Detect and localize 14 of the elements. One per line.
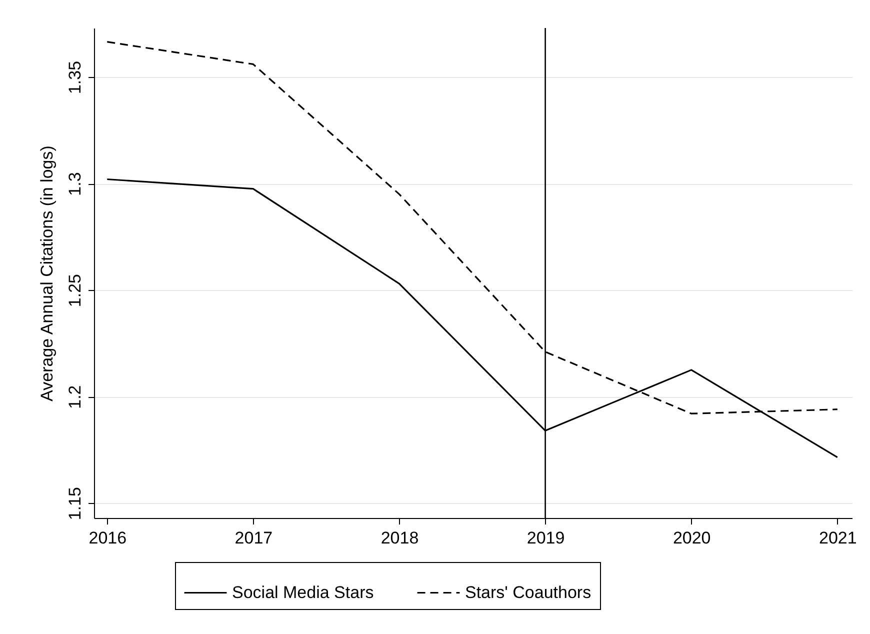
x-tick-label: 2021 [818, 528, 857, 548]
x-tick-label: 2018 [380, 528, 419, 548]
x-tick-label: 2016 [88, 528, 127, 548]
y-tick-label: 1.25 [66, 274, 84, 308]
y-tick-label: 1.2 [66, 385, 84, 409]
y-axis-title: Average Annual Citations (in logs) [38, 146, 56, 402]
y-tick-label: 1.35 [66, 60, 84, 94]
y-tick-label: 1.3 [66, 172, 84, 196]
x-tick-label: 2020 [672, 528, 711, 548]
x-tick-label: 2019 [526, 528, 565, 548]
legend-label: Social Media Stars [232, 582, 374, 602]
x-tick-label: 2017 [234, 528, 273, 548]
legend-label: Stars' Coauthors [465, 582, 592, 602]
y-tick-label: 1.15 [66, 487, 84, 520]
